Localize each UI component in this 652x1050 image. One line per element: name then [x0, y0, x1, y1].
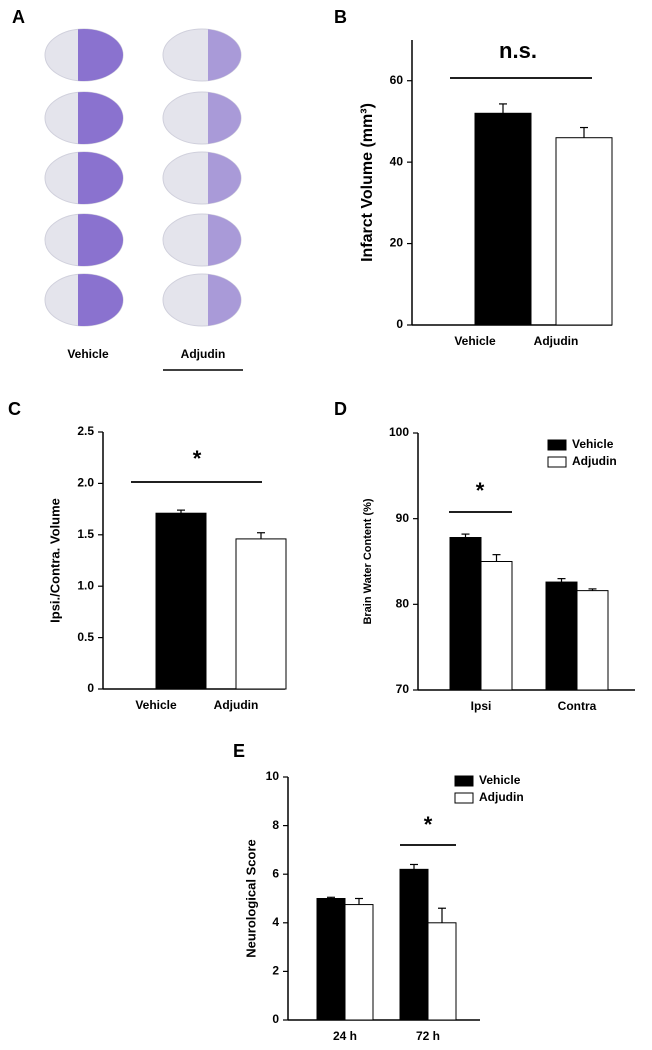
x-tick-label: Contra	[558, 699, 597, 713]
brain-slices	[44, 28, 242, 327]
y-tick-label: 90	[396, 511, 410, 525]
y-tick-label: 4	[272, 915, 279, 929]
bar	[316, 898, 346, 1021]
y-tick-label: 10	[266, 769, 280, 783]
legend-swatch	[454, 775, 474, 787]
panel-label: E	[233, 741, 245, 761]
y-tick-label: 2.0	[77, 476, 94, 490]
x-tick-label: Adjudin	[534, 334, 579, 348]
y-tick-label: 2	[272, 964, 279, 978]
x-tick-label: 24 h	[333, 1029, 357, 1043]
significance-label: n.s.	[499, 38, 537, 63]
column-label: Adjudin	[181, 347, 226, 361]
y-axis-title: Ipsi./Contra. Volume	[47, 498, 62, 623]
y-axis-title: Brain Water Content (%)	[362, 498, 374, 624]
slice-right	[78, 29, 123, 81]
legend-swatch	[547, 439, 567, 451]
slice-right	[78, 92, 123, 144]
bar	[449, 537, 482, 691]
bar	[576, 590, 609, 691]
legend-swatch	[547, 456, 567, 468]
bar	[480, 561, 513, 691]
bar	[427, 922, 457, 1021]
x-tick-label: Vehicle	[135, 698, 177, 712]
legend-label: Adjudin	[572, 454, 617, 468]
y-tick-label: 20	[390, 236, 404, 250]
slice-right	[78, 274, 123, 326]
y-axis-title: Neurological Score	[243, 839, 258, 957]
y-tick-label: 0	[272, 1012, 279, 1026]
y-tick-label: 1.0	[77, 578, 94, 592]
y-tick-label: 1.5	[77, 527, 94, 541]
slice-stain	[208, 274, 241, 326]
y-tick-label: 60	[390, 73, 404, 87]
y-axis-title: Infarct Volume (mm³)	[359, 103, 376, 262]
slice-stain	[78, 29, 123, 81]
x-tick-label: Vehicle	[454, 334, 496, 348]
slice-right	[78, 152, 123, 204]
slice-right	[208, 92, 241, 144]
x-tick-label: 72 h	[416, 1029, 440, 1043]
significance-label: *	[424, 812, 433, 837]
slice-stain	[208, 214, 241, 266]
x-tick-label: Adjudin	[214, 698, 259, 712]
bar	[474, 112, 532, 326]
y-tick-label: 8	[272, 818, 279, 832]
panel-label: C	[8, 399, 21, 419]
slice-stain	[78, 274, 123, 326]
x-tick-label: Ipsi	[471, 699, 492, 713]
y-tick-label: 0	[396, 317, 403, 331]
bar	[555, 137, 613, 326]
y-tick-label: 100	[389, 425, 409, 439]
legend-swatch	[454, 792, 474, 804]
slice-right	[78, 214, 123, 266]
y-tick-label: 6	[272, 866, 279, 880]
slice-stain	[208, 29, 241, 81]
y-tick-label: 40	[390, 154, 404, 168]
significance-label: *	[476, 478, 485, 503]
column-label: Vehicle	[67, 347, 109, 361]
legend-label: Vehicle	[572, 437, 614, 451]
y-tick-label: 0.5	[77, 630, 94, 644]
slice-right	[208, 152, 241, 204]
y-tick-label: 2.5	[77, 424, 94, 438]
slice-stain	[78, 152, 123, 204]
slice-stain	[208, 152, 241, 204]
y-tick-label: 0	[87, 681, 94, 695]
slice-stain	[78, 92, 123, 144]
bar	[155, 512, 207, 690]
slice-right	[208, 29, 241, 81]
bar	[399, 868, 429, 1021]
slice-right	[208, 274, 241, 326]
panel-label: B	[334, 7, 347, 27]
legend-label: Vehicle	[479, 773, 521, 787]
slice-right	[208, 214, 241, 266]
legend-label: Adjudin	[479, 790, 524, 804]
bar	[235, 538, 287, 690]
y-tick-label: 70	[396, 682, 410, 696]
slice-stain	[208, 92, 241, 144]
panel-label: D	[334, 399, 347, 419]
bar	[344, 904, 374, 1021]
significance-label: *	[193, 446, 202, 471]
bar	[545, 581, 578, 691]
panel-label: A	[12, 7, 25, 27]
y-tick-label: 80	[396, 597, 410, 611]
slice-stain	[78, 214, 123, 266]
